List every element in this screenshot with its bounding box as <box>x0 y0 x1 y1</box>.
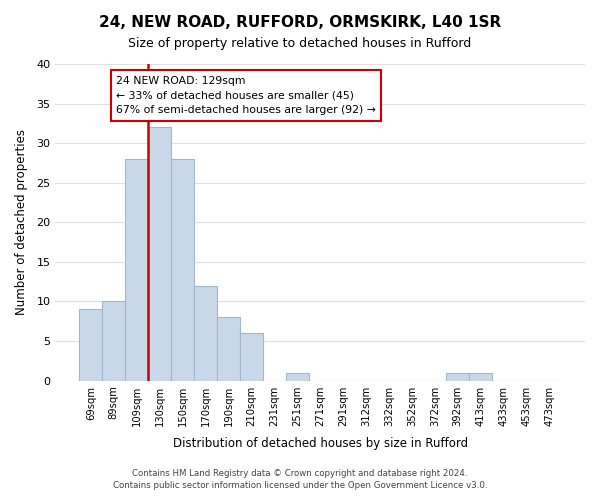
Bar <box>217 318 240 380</box>
Bar <box>103 302 125 380</box>
Text: Size of property relative to detached houses in Rufford: Size of property relative to detached ho… <box>128 38 472 51</box>
Bar <box>469 372 492 380</box>
Bar <box>240 333 263 380</box>
Bar <box>446 372 469 380</box>
Text: 24 NEW ROAD: 129sqm
← 33% of detached houses are smaller (45)
67% of semi-detach: 24 NEW ROAD: 129sqm ← 33% of detached ho… <box>116 76 376 116</box>
Text: Contains HM Land Registry data © Crown copyright and database right 2024.
Contai: Contains HM Land Registry data © Crown c… <box>113 468 487 490</box>
Bar <box>286 372 308 380</box>
Bar <box>194 286 217 380</box>
Bar <box>171 159 194 380</box>
Bar <box>148 128 171 380</box>
X-axis label: Distribution of detached houses by size in Rufford: Distribution of detached houses by size … <box>173 437 468 450</box>
Y-axis label: Number of detached properties: Number of detached properties <box>15 130 28 316</box>
Bar <box>79 310 103 380</box>
Text: 24, NEW ROAD, RUFFORD, ORMSKIRK, L40 1SR: 24, NEW ROAD, RUFFORD, ORMSKIRK, L40 1SR <box>99 15 501 30</box>
Bar <box>125 159 148 380</box>
